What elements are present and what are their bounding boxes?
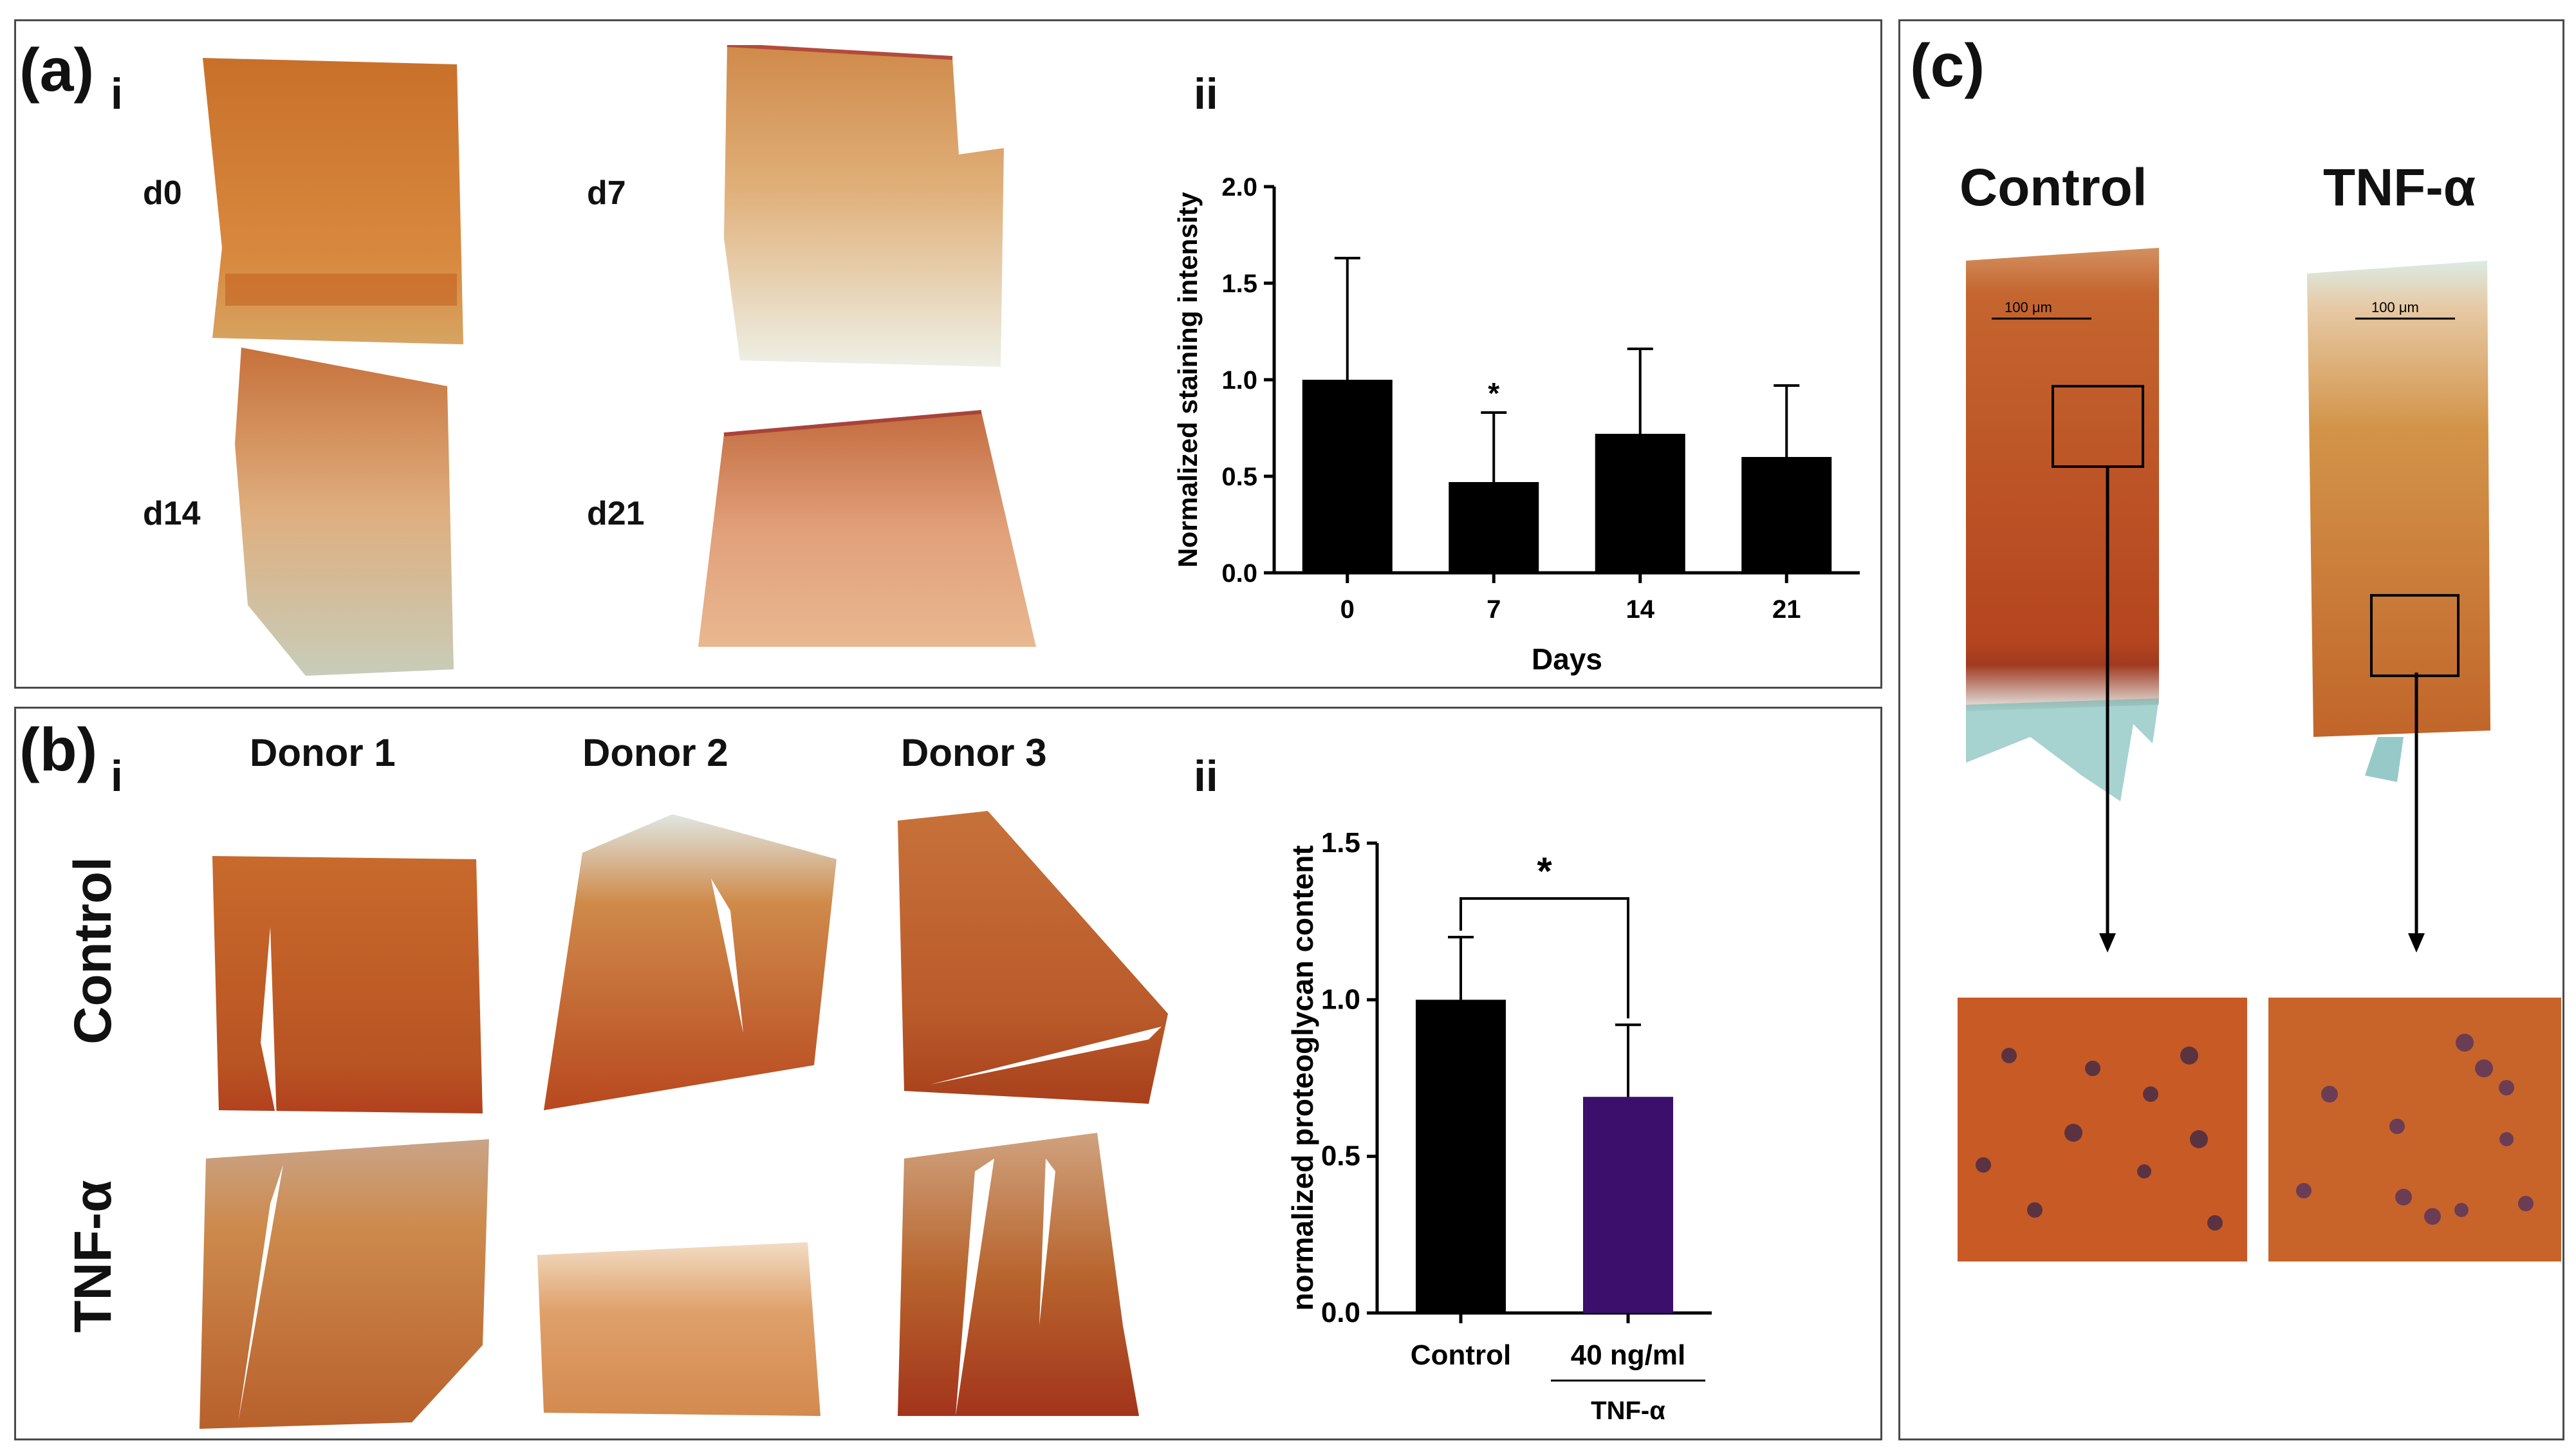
panel-b-sub-i: i	[111, 752, 123, 801]
bar-14	[1595, 434, 1685, 573]
significance-marker: *	[1537, 850, 1552, 893]
tissue-image-donor2-tnf	[537, 1242, 820, 1416]
tissue-image-donor3-tnf	[898, 1133, 1139, 1416]
significance-bracket	[1459, 897, 1629, 1019]
panel-c-label: (c)	[1910, 32, 1985, 100]
group-label: TNF-α	[1591, 1397, 1665, 1425]
y-tick-label: 0.0	[1321, 1297, 1360, 1328]
x-tick-label: 7	[1487, 595, 1501, 624]
bar-0	[1302, 380, 1393, 573]
x-axis-label: Days	[1532, 642, 1602, 676]
bar-7	[1449, 482, 1539, 573]
tissue-image-d0	[203, 58, 463, 344]
y-tick-label: 1.0	[1321, 983, 1360, 1015]
tissue-image-d21	[698, 410, 1036, 647]
panel-a-sub-ii: ii	[1194, 70, 1218, 118]
day-label-d0: d0	[143, 174, 182, 212]
chart-a-staining-intensity: 0.0 0.5 1.0 1.5 2.0 Normalized staining inten…	[1172, 173, 1860, 676]
panel-b-label: (b)	[19, 716, 98, 784]
panel-c-control-image: 100 μm	[1966, 248, 2159, 801]
x-tick-label: 14	[1626, 595, 1655, 624]
y-tick-label: 1.0	[1221, 366, 1257, 395]
day-label-d7: d7	[587, 174, 626, 212]
zoom-arrows	[2099, 467, 2425, 953]
tissue-image-donor3-control	[898, 811, 1168, 1104]
x-tick-label: Control	[1411, 1339, 1511, 1371]
y-tick-label: 1.5	[1321, 827, 1360, 859]
bar-21	[1741, 457, 1832, 573]
scalebar-label-control: 100 μm	[2005, 299, 2052, 315]
y-tick-label: 1.5	[1221, 270, 1257, 298]
panel-c-zoom-tnf	[2268, 998, 2561, 1261]
bar-40-ng-ml	[1583, 1097, 1673, 1313]
panel-a-label: (a)	[19, 36, 95, 104]
y-axis-label: Normalized staining intensity	[1172, 192, 1203, 568]
tissue-image-donor2-control	[544, 814, 837, 1110]
significance-marker: *	[1488, 377, 1499, 410]
row-label-tnf: TNF-α	[64, 1180, 122, 1333]
panel-a-sub-i: i	[111, 70, 123, 118]
donor-3-header: Donor 3	[901, 731, 1047, 774]
tissue-image-donor1-tnf	[199, 1139, 489, 1429]
y-tick-label: 0.5	[1321, 1140, 1360, 1172]
scalebar-label-tnf: 100 μm	[2371, 299, 2419, 315]
y-axis-label: normalized proteoglycan content	[1286, 845, 1319, 1310]
bar-control	[1416, 1000, 1506, 1313]
x-tick-label: 21	[1772, 595, 1801, 624]
y-tick-label: 0.0	[1221, 559, 1257, 588]
panel-c-tnf-image: 100 μm	[2307, 261, 2490, 782]
day-label-d14: d14	[143, 495, 201, 532]
tissue-image-donor1-control	[212, 856, 483, 1120]
panel-c-zoom-control	[1958, 998, 2247, 1261]
panel-b-sub-ii: ii	[1194, 752, 1218, 801]
day-label-d21: d21	[587, 495, 645, 532]
tissue-image-d14	[235, 348, 454, 676]
x-tick-label: 0	[1340, 595, 1355, 624]
donor-1-header: Donor 1	[250, 731, 396, 774]
donor-2-header: Donor 2	[582, 731, 728, 774]
y-tick-label: 2.0	[1221, 173, 1257, 201]
y-tick-label: 0.5	[1221, 463, 1257, 491]
tissue-image-d7	[724, 45, 1004, 367]
panel-c-title-tnf: TNF-α	[2323, 158, 2476, 217]
x-tick-label: 40 ng/ml	[1571, 1339, 1686, 1371]
panel-c-title-control: Control	[1960, 158, 2147, 217]
row-label-control: Control	[64, 857, 122, 1045]
